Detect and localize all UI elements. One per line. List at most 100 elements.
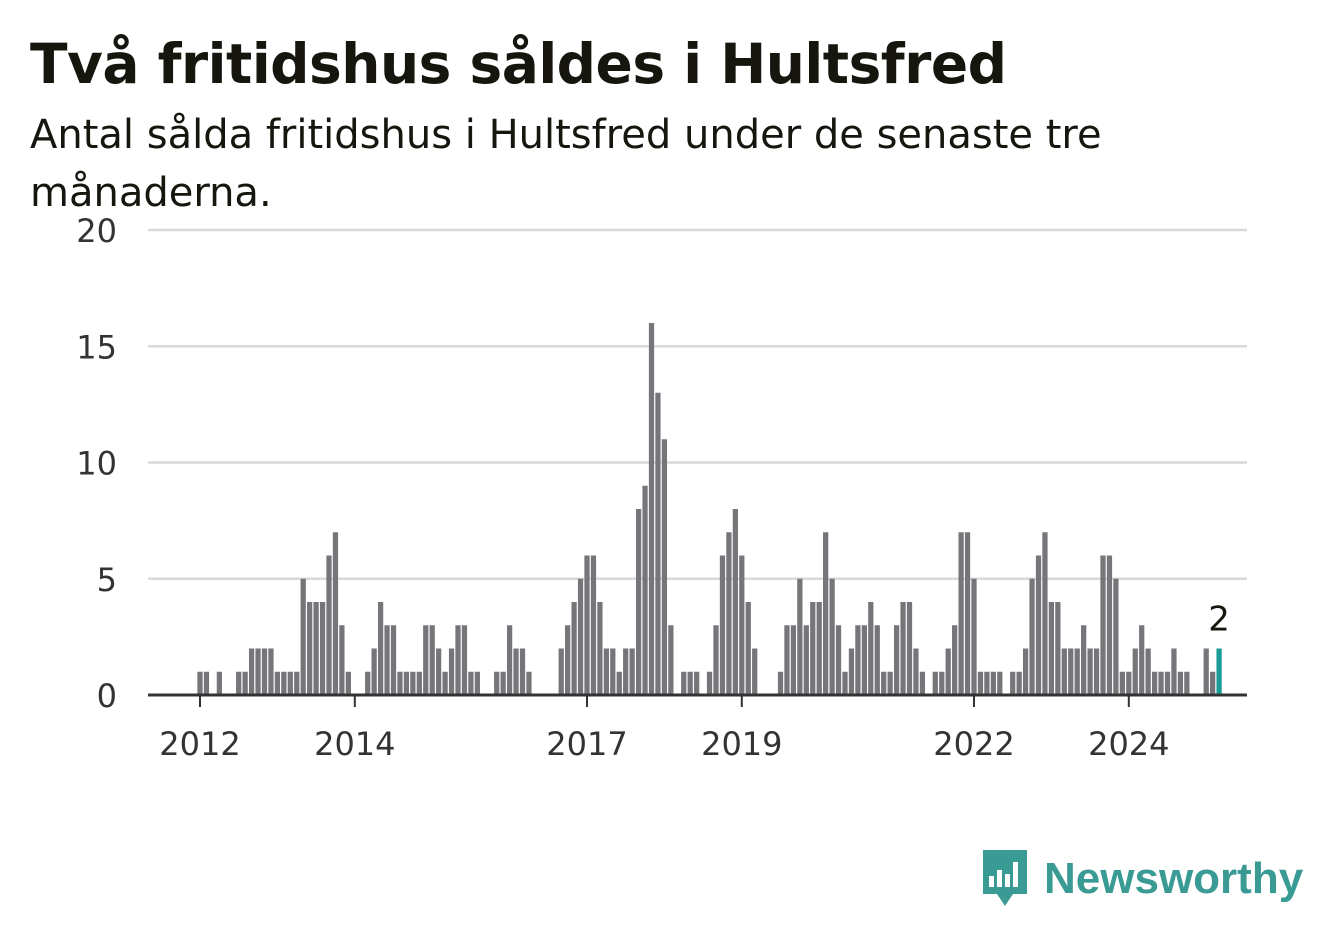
bar: [590, 555, 597, 695]
bar-highlight: [1216, 648, 1222, 695]
brand-name: Newsworthy: [1044, 854, 1304, 903]
bar: [1158, 671, 1164, 695]
bar: [506, 625, 513, 695]
bar: [1139, 625, 1145, 695]
bar: [468, 671, 474, 695]
bar: [939, 671, 945, 695]
bar: [1042, 532, 1048, 695]
bar: [893, 625, 900, 695]
bar: [777, 671, 784, 695]
newsworthy-logo-icon: [983, 850, 1027, 906]
bar: [442, 671, 448, 695]
bar: [848, 648, 855, 695]
bar: [513, 648, 519, 695]
bar: [448, 648, 455, 695]
bar: [565, 625, 571, 695]
bar: [287, 671, 293, 695]
bar: [268, 648, 274, 695]
bar: [1113, 578, 1119, 695]
bar: [494, 671, 500, 695]
x-tick-label: 2019: [701, 725, 782, 763]
bar: [1093, 648, 1100, 695]
bar: [932, 671, 938, 695]
bar: [274, 671, 281, 695]
x-tick-label: 2017: [546, 725, 627, 763]
y-tick-label: 10: [76, 445, 117, 483]
bar: [739, 555, 745, 695]
bar: [313, 602, 319, 695]
bar: [919, 671, 926, 695]
bar: [1035, 555, 1042, 695]
bar: [977, 671, 984, 695]
bar: [635, 509, 642, 695]
bar: [1022, 648, 1029, 695]
bar: [958, 532, 964, 695]
bar: [519, 648, 526, 695]
bar: [706, 671, 713, 695]
bar: [1016, 671, 1022, 695]
bar: [339, 625, 345, 695]
bar: [790, 625, 797, 695]
bar: [687, 671, 693, 695]
bar: [648, 323, 655, 695]
bar: [681, 671, 687, 695]
bar: [216, 671, 222, 695]
bar: [971, 578, 977, 695]
bar: [887, 671, 893, 695]
bar: [855, 625, 861, 695]
bar: [1210, 671, 1216, 695]
y-tick-label: 15: [76, 328, 117, 366]
bar: [1061, 648, 1067, 695]
bar: [461, 625, 468, 695]
bar: [474, 671, 480, 695]
y-tick-label: 5: [97, 561, 117, 599]
bar: [803, 625, 809, 695]
bar: [571, 602, 577, 695]
bar: [719, 555, 726, 695]
bar: [1145, 648, 1151, 695]
bar: [1010, 671, 1016, 695]
bar: [1151, 671, 1158, 695]
bar: [345, 671, 351, 695]
bar: [526, 671, 532, 695]
bar: [1171, 648, 1177, 695]
bar: [1126, 671, 1132, 695]
bar: [384, 625, 390, 695]
bar: [1074, 648, 1080, 695]
bar: [248, 648, 255, 695]
y-tick-label: 20: [76, 212, 117, 250]
chart-subtitle: Antal sålda fritidshus i Hultsfred under…: [30, 112, 1102, 216]
bar: [584, 555, 590, 695]
bar: [365, 671, 371, 695]
bar: [726, 532, 732, 695]
bar: [300, 578, 306, 695]
bar: [745, 602, 751, 695]
bar: [984, 671, 990, 695]
bar: [861, 625, 867, 695]
bar: [436, 648, 442, 695]
bar: [655, 392, 661, 695]
y-axis-labels: 0 5 10 15 20: [76, 212, 117, 715]
bar: [752, 648, 758, 695]
bar: [577, 578, 584, 695]
bar: [668, 625, 674, 695]
bar: [900, 602, 906, 695]
bar: [455, 625, 461, 695]
bar: [403, 671, 410, 695]
newsworthy-logo: Newsworthy: [980, 848, 1303, 910]
bar: [616, 671, 622, 695]
bar: [1119, 671, 1125, 695]
bar: [661, 439, 668, 695]
bar: [906, 602, 913, 695]
bar: [326, 555, 332, 695]
bar: [1029, 578, 1035, 695]
bar: [964, 532, 971, 695]
bar: [1177, 671, 1184, 695]
x-axis: 2012 2014 2017 2019 2022 2024: [148, 693, 1247, 763]
bar: [307, 602, 313, 695]
bar: [1203, 648, 1209, 695]
last-value-label: 2: [1208, 600, 1230, 640]
bar: [629, 648, 635, 695]
bar: [874, 625, 880, 695]
